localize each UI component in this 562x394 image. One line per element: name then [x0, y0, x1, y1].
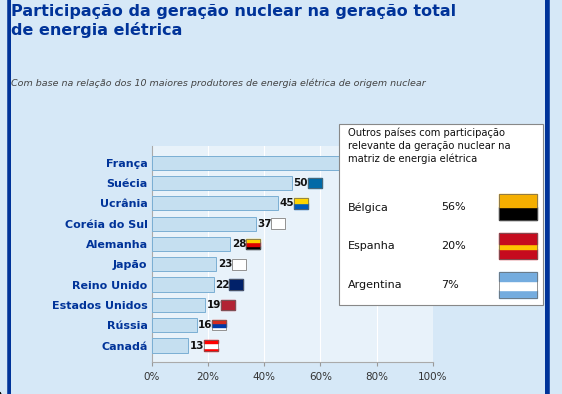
Bar — [152, 338, 188, 353]
Bar — [293, 198, 308, 203]
Text: Participação da geração nuclear na geração total
de energia elétrica: Participação da geração nuclear na geraç… — [11, 4, 456, 38]
Text: 19%: 19% — [207, 300, 232, 310]
Bar — [152, 257, 216, 271]
Text: 50%: 50% — [293, 178, 319, 188]
Bar — [500, 233, 537, 243]
Text: 78%: 78% — [373, 158, 397, 168]
Bar — [152, 277, 214, 292]
Bar — [229, 279, 243, 290]
Bar — [152, 237, 230, 251]
Bar — [204, 340, 218, 351]
Text: Outros países com participação
relevante da geração nuclear na
matriz de energia: Outros países com participação relevante… — [347, 128, 510, 164]
Bar — [308, 178, 322, 188]
Bar — [500, 194, 537, 207]
Bar — [500, 272, 537, 281]
Bar — [204, 343, 218, 348]
Bar — [229, 279, 243, 290]
Bar — [500, 272, 537, 298]
Bar — [152, 176, 292, 190]
Bar — [246, 239, 260, 249]
Text: 28%: 28% — [232, 239, 257, 249]
Bar — [500, 249, 537, 259]
Bar — [271, 218, 285, 229]
Text: 45%: 45% — [280, 198, 305, 208]
Bar — [308, 178, 322, 188]
Text: 23%: 23% — [218, 259, 243, 269]
Bar — [293, 203, 308, 209]
Bar — [152, 217, 256, 231]
Text: 20%: 20% — [441, 241, 466, 251]
Bar — [204, 340, 218, 343]
Bar — [246, 239, 260, 242]
Text: 37%: 37% — [257, 219, 282, 229]
Bar — [204, 348, 218, 351]
Bar — [212, 323, 226, 327]
Text: Argentina: Argentina — [347, 280, 402, 290]
Bar — [152, 156, 371, 170]
Bar — [500, 207, 537, 220]
Bar — [387, 161, 400, 165]
Text: 16%: 16% — [198, 320, 223, 330]
Bar — [500, 243, 537, 249]
Bar — [271, 218, 285, 229]
Bar — [152, 196, 278, 210]
Text: 22%: 22% — [215, 280, 240, 290]
Bar — [232, 259, 246, 269]
Bar — [152, 318, 197, 332]
Bar — [246, 242, 260, 246]
Text: 7%: 7% — [441, 280, 459, 290]
Bar — [500, 290, 537, 298]
Bar — [387, 158, 400, 168]
Bar — [220, 299, 235, 310]
Bar — [212, 327, 226, 331]
Text: Com base na relação dos 10 maiores produtores de energia elétrica de origem nucl: Com base na relação dos 10 maiores produ… — [11, 79, 426, 88]
Bar — [152, 298, 205, 312]
Bar — [500, 281, 537, 290]
Bar — [232, 259, 246, 269]
Bar — [387, 165, 400, 168]
Bar — [220, 299, 235, 310]
Bar — [293, 198, 308, 209]
Text: 13%: 13% — [190, 340, 215, 351]
Text: Espanha: Espanha — [347, 241, 395, 251]
Bar — [212, 320, 226, 331]
Text: Bélgica: Bélgica — [347, 202, 388, 213]
FancyBboxPatch shape — [339, 124, 543, 305]
Bar — [387, 158, 400, 161]
Bar — [246, 246, 260, 249]
Bar — [500, 194, 537, 220]
Bar — [212, 320, 226, 323]
Bar — [500, 233, 537, 259]
Text: 56%: 56% — [441, 203, 466, 212]
